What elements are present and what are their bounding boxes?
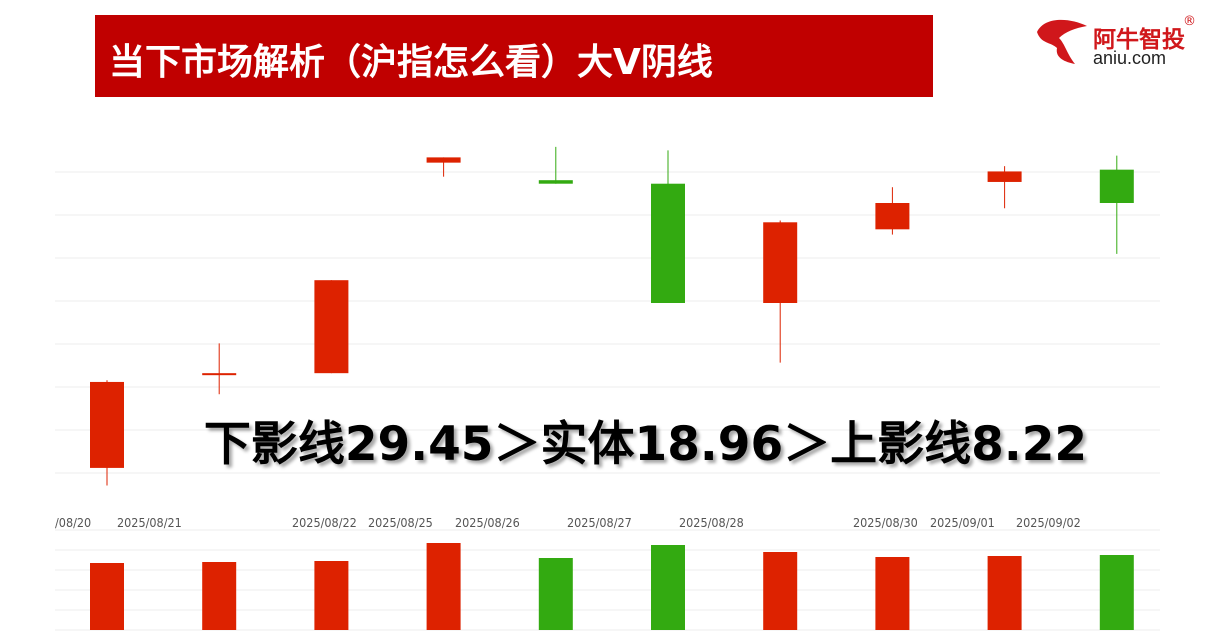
volume-bar [90,563,124,630]
logo-text-en: aniu.com [1093,48,1167,68]
candle-body [538,180,573,184]
x-tick-label: 2025/08/26 [455,515,520,530]
candle-body [1099,169,1134,203]
title-banner: 当下市场解析（沪指怎么看）大V阴线 [95,15,933,97]
x-tick-label: 2025/08/25 [368,515,433,530]
candle-body [987,171,1022,182]
candle-body [763,222,798,303]
candle-body [875,203,910,230]
candle-body [314,280,349,374]
x-tick-label: 2025/08/22 [292,515,357,530]
logo-text-cn: 阿牛智投 [1093,27,1185,53]
volume-bar [202,562,237,630]
x-tick-label: 2025/09/01 [930,515,995,530]
volume-bar [987,556,1022,630]
volume-bar [426,543,461,630]
logo-swoosh-icon [1037,19,1087,64]
volume-bar [763,552,798,630]
x-tick-label: 2025/09/02 [1016,515,1081,530]
candle-body [90,381,124,468]
page-title: 当下市场解析（沪指怎么看）大V阴线 [109,42,713,83]
candle-body [202,373,237,376]
x-tick-label: 2025/08/21 [117,515,182,530]
x-tick-label: 2025/08/28 [679,515,744,530]
candle-body [651,183,685,303]
x-tick-label: 2025/08/30 [853,515,918,530]
candle-body [426,157,461,163]
x-tick-label: /08/20 [55,515,91,530]
headline-annotation: 下影线29.45＞实体18.96＞上影线8.22 [203,417,1088,472]
volume-bar [651,545,685,630]
aniu-logo: 阿牛智投 ® aniu.com [1035,14,1210,76]
volume-bar [538,558,573,630]
x-tick-label: 2025/08/27 [567,515,632,530]
volume-bar [314,561,349,630]
volume-bar [1099,555,1134,630]
logo-registered: ® [1183,14,1196,29]
volume-bar [875,557,910,630]
